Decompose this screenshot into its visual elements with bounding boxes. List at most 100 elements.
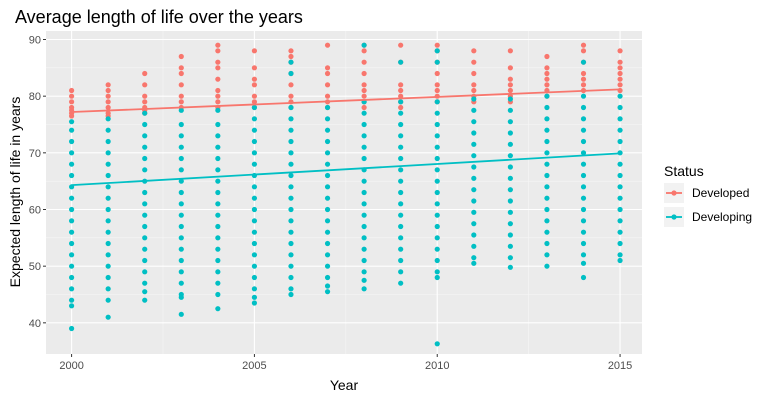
y-tick-label: 90: [29, 35, 41, 47]
point-developing: [178, 167, 184, 173]
point-developed: [617, 65, 623, 71]
point-developing: [398, 189, 404, 196]
point-developing: [105, 195, 111, 201]
point-developing: [434, 99, 440, 105]
point-developed: [617, 48, 623, 54]
point-developing: [471, 107, 477, 113]
point-developing: [215, 291, 221, 298]
point-developed: [507, 82, 513, 88]
point-developed: [361, 59, 367, 65]
point-developed: [251, 82, 258, 88]
point-developed: [544, 70, 550, 77]
point-developing: [361, 286, 367, 292]
point-developed: [68, 87, 75, 94]
point-developing: [471, 243, 477, 249]
point-developing: [142, 257, 148, 264]
point-developing: [288, 195, 294, 201]
point-developing: [398, 223, 404, 230]
point-developed: [142, 99, 148, 105]
point-developed: [361, 87, 367, 94]
point-developing: [580, 127, 587, 133]
point-developed: [507, 87, 513, 94]
point-developing: [507, 264, 513, 270]
point-developing: [434, 235, 440, 241]
point-developing: [398, 155, 404, 162]
point-developing: [398, 121, 404, 128]
point-developed: [434, 42, 440, 48]
point-developing: [398, 269, 404, 275]
point-developing: [105, 218, 111, 224]
point-developing: [617, 104, 623, 111]
point-developed: [288, 93, 294, 99]
point-developing: [68, 325, 75, 332]
point-developing: [361, 269, 367, 275]
point-developed: [544, 82, 550, 88]
point-developed: [434, 70, 440, 77]
point-developing: [142, 144, 148, 150]
y-tick-label: 40: [29, 318, 41, 330]
point-developing: [398, 280, 404, 286]
point-developing: [580, 104, 587, 111]
point-developing: [68, 172, 75, 179]
x-tick-label: 2005: [242, 360, 266, 372]
point-developing: [580, 252, 587, 258]
point-developed: [580, 70, 587, 77]
point-developing: [324, 172, 331, 179]
point-developing: [251, 150, 258, 156]
point-developing: [288, 218, 294, 224]
point-developing: [434, 246, 440, 252]
point-developing: [324, 263, 331, 269]
point-developing: [361, 155, 367, 162]
point-developing: [398, 257, 404, 264]
point-developing: [251, 184, 258, 190]
point-developing: [544, 104, 550, 111]
point-developed: [68, 99, 75, 105]
point-developing: [251, 116, 258, 122]
point-developing: [105, 150, 111, 156]
point-developing: [251, 218, 258, 224]
point-developed: [507, 76, 513, 82]
point-developed: [215, 99, 221, 105]
point-developing: [544, 161, 550, 167]
point-developed: [361, 82, 367, 88]
point-developing: [215, 306, 221, 312]
point-developed: [251, 48, 258, 54]
point-developed: [324, 65, 331, 71]
point-developing: [288, 161, 294, 167]
point-developing: [68, 206, 75, 213]
point-developing: [178, 280, 184, 286]
point-developed: [398, 104, 404, 111]
point-developing: [617, 240, 623, 247]
point-developed: [398, 93, 404, 99]
point-developed: [617, 82, 623, 88]
point-developing: [434, 212, 440, 218]
legend-point-developing: [671, 214, 677, 220]
point-developing: [617, 161, 623, 167]
point-developed: [507, 48, 513, 54]
point-developing: [105, 229, 111, 235]
point-developing: [251, 300, 258, 306]
point-developing: [324, 138, 331, 145]
point-developing: [507, 187, 513, 193]
point-developed: [544, 76, 550, 82]
legend-point-developed: [671, 190, 677, 196]
point-developing: [471, 164, 477, 170]
point-developed: [471, 59, 477, 65]
point-developing: [471, 175, 477, 181]
point-developing: [288, 274, 294, 281]
point-developing: [324, 161, 331, 167]
point-developing: [580, 116, 587, 122]
point-developing: [617, 93, 623, 99]
point-developed: [324, 42, 331, 48]
point-developing: [471, 221, 477, 227]
point-developed: [324, 82, 331, 88]
point-developed: [361, 70, 367, 77]
point-developed: [544, 53, 550, 60]
point-developing: [251, 161, 258, 167]
point-developing: [215, 178, 221, 184]
point-developing: [434, 341, 440, 347]
x-tick-label: 2015: [608, 360, 632, 372]
point-developing: [105, 138, 111, 145]
point-developing: [361, 133, 367, 139]
point-developing: [398, 212, 404, 218]
